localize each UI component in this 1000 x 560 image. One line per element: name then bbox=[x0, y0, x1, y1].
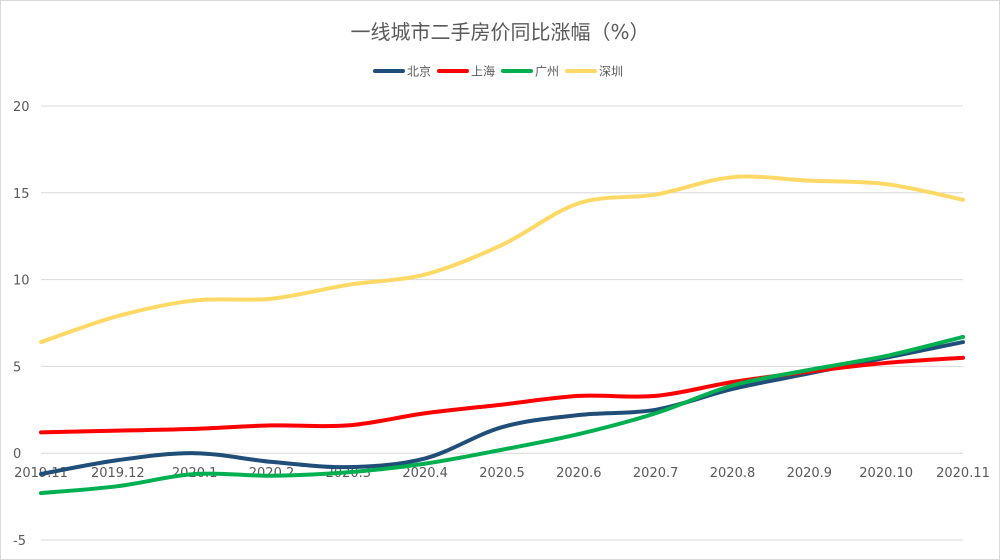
legend: 北京 上海 广州 深圳 bbox=[373, 64, 623, 79]
y-tick-label: 20 bbox=[13, 100, 30, 115]
x-tick-label: 2020.4 bbox=[402, 466, 448, 481]
y-tick-label: 5 bbox=[13, 360, 21, 375]
legend-label: 上海 bbox=[471, 64, 495, 79]
x-tick-label: 2020.7 bbox=[633, 466, 679, 481]
series-line-北京 bbox=[39, 340, 965, 477]
y-tick-label: -5 bbox=[13, 534, 26, 549]
y-tick-label: 0 bbox=[13, 447, 21, 462]
x-tick-label: 2020.10 bbox=[859, 466, 913, 481]
y-tick-label: 10 bbox=[13, 274, 30, 289]
x-tick-label: 2020.6 bbox=[556, 466, 602, 481]
y-tick-label: 15 bbox=[13, 187, 30, 202]
legend-label: 深圳 bbox=[599, 65, 623, 79]
series-line-深圳 bbox=[39, 174, 965, 345]
x-tick-label: 2020.9 bbox=[787, 466, 833, 481]
chart-title: 一线城市二手房价同比涨幅（%） bbox=[350, 20, 649, 44]
y-axis-ticks: -5 0 5 10 15 20 bbox=[13, 100, 30, 549]
series-lines bbox=[39, 174, 965, 496]
x-tick-label: 2020.11 bbox=[936, 466, 990, 481]
x-tick-label: 2020.5 bbox=[479, 466, 525, 481]
legend-label: 北京 bbox=[407, 65, 431, 79]
x-tick-label: 2019.12 bbox=[91, 466, 145, 481]
legend-label: 广州 bbox=[535, 65, 559, 79]
x-tick-label: 2020.8 bbox=[710, 466, 756, 481]
series-line-广州 bbox=[39, 334, 965, 496]
